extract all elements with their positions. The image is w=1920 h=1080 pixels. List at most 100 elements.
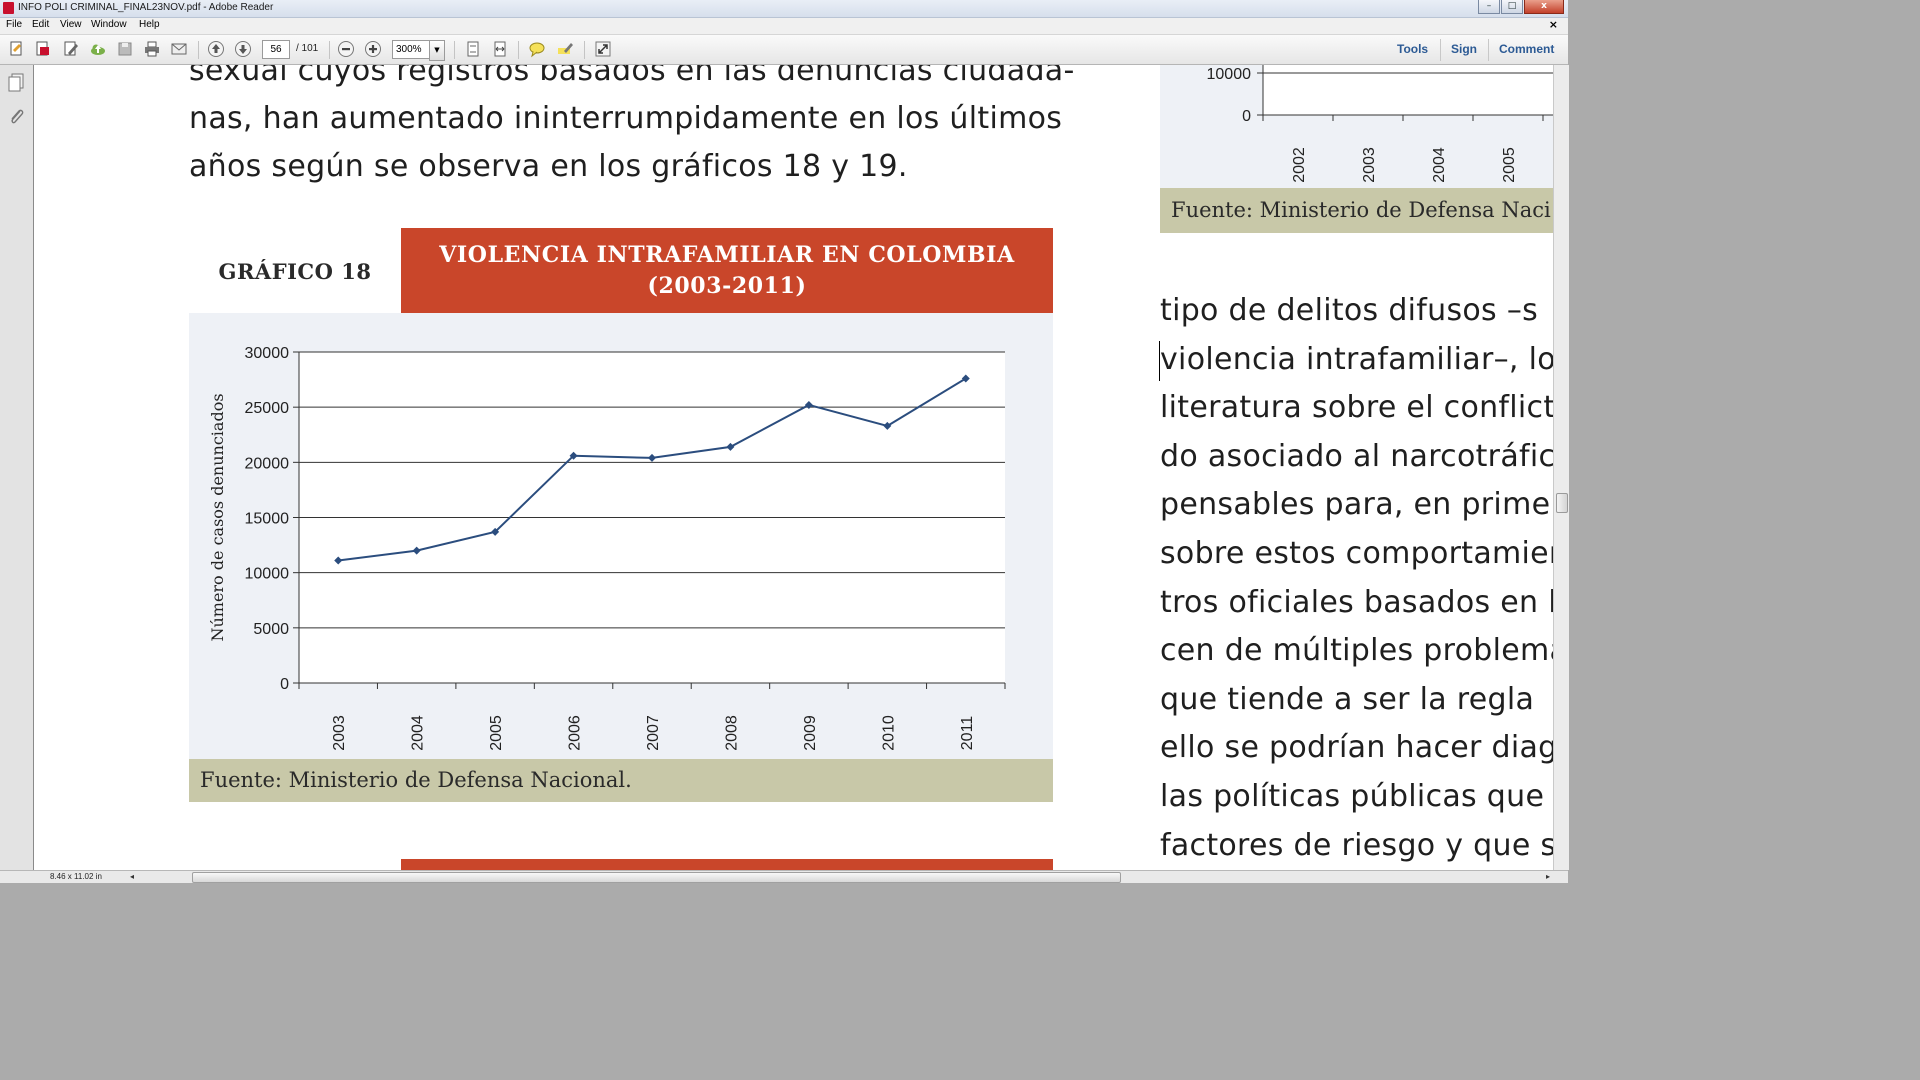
y-tick-label: 10000 — [1207, 66, 1252, 83]
vertical-scrollbar[interactable] — [1553, 65, 1569, 870]
menu-file[interactable]: File — [6, 19, 23, 30]
x-tick-label: 2002 — [1291, 147, 1308, 183]
y-tick-label: 15000 — [245, 511, 290, 528]
maximize-button[interactable]: □ — [1501, 0, 1523, 14]
vertical-scroll-thumb[interactable] — [1556, 493, 1568, 513]
horizontal-scroll-thumb[interactable] — [192, 872, 1121, 883]
x-tick-label: 2010 — [880, 715, 897, 751]
toolbar: 56 / 101 300% ▼ Tools Sign Comment — [0, 35, 1568, 65]
graph-title-line2: (2003-2011) — [647, 273, 807, 299]
right-column-text-line: ello se podrían hacer diag — [1160, 730, 1553, 766]
page-size-label: 8.46 x 11.02 in — [50, 872, 102, 881]
y-tick-label: 10000 — [245, 566, 290, 583]
right-column-text-line: do asociado al narcotráfico — [1160, 438, 1553, 474]
menu-view[interactable]: View — [60, 19, 82, 30]
fullscreen-icon[interactable] — [594, 40, 612, 58]
sign-link[interactable]: Sign — [1451, 42, 1477, 56]
highlight-icon[interactable] — [556, 40, 574, 58]
right-column-text-line: sobre estos comportamien — [1160, 536, 1553, 571]
close-button[interactable]: x — [1524, 0, 1564, 14]
x-tick-label: 2008 — [723, 715, 740, 751]
right-column-text-line: literatura sobre el conflict — [1160, 390, 1553, 426]
fit-width-icon[interactable] — [491, 40, 509, 58]
toolbar-separator — [329, 41, 330, 59]
menu-window[interactable]: Window — [91, 19, 127, 30]
right-column-text-line: tipo de delitos difusos –s — [1160, 293, 1539, 328]
scroll-left-icon[interactable]: ◂ — [130, 872, 135, 881]
zoom-level-input[interactable]: 300% — [392, 40, 431, 59]
navigation-pane — [0, 65, 34, 870]
tools-link[interactable]: Tools — [1397, 42, 1429, 56]
attachments-icon[interactable] — [8, 107, 25, 127]
graph-title-line1: VIOLENCIA INTRAFAMILIAR EN COLOMBIA — [439, 242, 1015, 268]
data-point — [412, 546, 421, 555]
scroll-right-icon[interactable]: ▸ — [1546, 872, 1551, 881]
y-axis-label: Número de casos denunciados — [208, 393, 227, 641]
data-point — [804, 400, 813, 409]
x-tick-label: 2005 — [488, 715, 505, 751]
x-tick-label: 2005 — [1501, 147, 1518, 183]
close-document-button[interactable]: × — [1548, 18, 1558, 31]
y-tick-label: 30000 — [245, 345, 290, 362]
fit-page-icon[interactable] — [464, 40, 482, 58]
y-tick-label: 0 — [1242, 108, 1251, 125]
graph-source: Fuente: Ministerio de Defensa Nacional. — [189, 759, 1053, 802]
toolbar-separator — [198, 41, 199, 59]
status-bar: 8.46 x 11.02 in ◂ ▸ — [0, 870, 1568, 883]
x-tick-label: 2003 — [331, 715, 348, 751]
right-column-text-line: pensables para, en primer — [1160, 487, 1553, 523]
graph-title: VIOLENCIA INTRAFAMILIAR EN COLOMBIA (200… — [401, 228, 1053, 313]
cloud-upload-icon[interactable] — [89, 40, 107, 58]
title-bar: INFO POLI CRIMINAL_FINAL23NOV.pdf - Adob… — [0, 0, 1568, 18]
y-tick-label: 0 — [280, 676, 289, 693]
graph-label: GRÁFICO 18 — [218, 258, 372, 284]
save-icon[interactable] — [116, 40, 134, 58]
comment-icon[interactable] — [528, 40, 546, 58]
data-point — [883, 421, 892, 430]
y-tick-label: 25000 — [245, 400, 290, 417]
data-point — [726, 442, 735, 451]
minimize-button[interactable]: – — [1478, 0, 1500, 14]
data-point — [648, 453, 656, 462]
right-column-text-line: las políticas públicas que — [1160, 779, 1545, 814]
comment-link[interactable]: Comment — [1499, 42, 1555, 56]
previous-page-icon[interactable] — [207, 40, 225, 58]
partial-chart-panel: 10000 0 2002 2003 2004 2005 — [1160, 65, 1553, 188]
chart-panel: 0 5000 10000 15000 20000 25000 30000 2003 2004 20… — [189, 313, 1053, 759]
email-icon[interactable] — [170, 40, 188, 58]
x-tick-label: 2004 — [1431, 147, 1448, 183]
edit-icon[interactable] — [62, 40, 80, 58]
next-graph-header — [401, 859, 1053, 870]
open-icon[interactable] — [8, 40, 26, 58]
partial-graph-source: Fuente: Ministerio de Defensa Naci — [1160, 188, 1553, 233]
right-column-text-line: cen de múltiples problema — [1160, 633, 1553, 669]
menu-help[interactable]: Help — [139, 19, 160, 30]
document-view[interactable]: sexual cuyos registros basados en las de… — [34, 65, 1553, 870]
zoom-dropdown-icon[interactable]: ▼ — [429, 40, 445, 61]
data-point — [569, 451, 578, 460]
right-column-text-line: factores de riesgo y que si — [1160, 827, 1553, 863]
zoom-in-icon[interactable] — [364, 40, 382, 58]
x-tick-label: 2009 — [802, 715, 819, 751]
x-tick-label: 2006 — [567, 715, 584, 751]
body-text-line: sexual cuyos registros basados en las de… — [189, 65, 1075, 88]
page-total: / 101 — [296, 43, 319, 54]
next-page-icon[interactable] — [234, 40, 252, 58]
x-tick-label: 2007 — [645, 715, 662, 751]
print-icon[interactable] — [143, 40, 161, 58]
menu-edit[interactable]: Edit — [32, 19, 50, 30]
page-thumbnails-icon[interactable] — [8, 73, 25, 93]
body-text-line: años según se observa en los gráficos 18… — [189, 149, 908, 184]
right-column-text-line: violencia intrafamiliar–, lo — [1160, 341, 1553, 377]
x-tick-label: 2003 — [1361, 147, 1378, 183]
create-pdf-icon[interactable] — [34, 40, 52, 58]
y-tick-label: 5000 — [253, 621, 289, 638]
toolbar-separator — [584, 41, 585, 59]
data-point — [334, 556, 343, 565]
zoom-out-icon[interactable] — [337, 40, 355, 58]
page-number-input[interactable]: 56 — [262, 40, 290, 59]
right-column-text-line: que tiende a ser la regla — [1160, 681, 1535, 717]
toolbar-separator — [454, 41, 455, 59]
toolbar-separator — [518, 41, 519, 59]
data-point — [491, 527, 500, 536]
